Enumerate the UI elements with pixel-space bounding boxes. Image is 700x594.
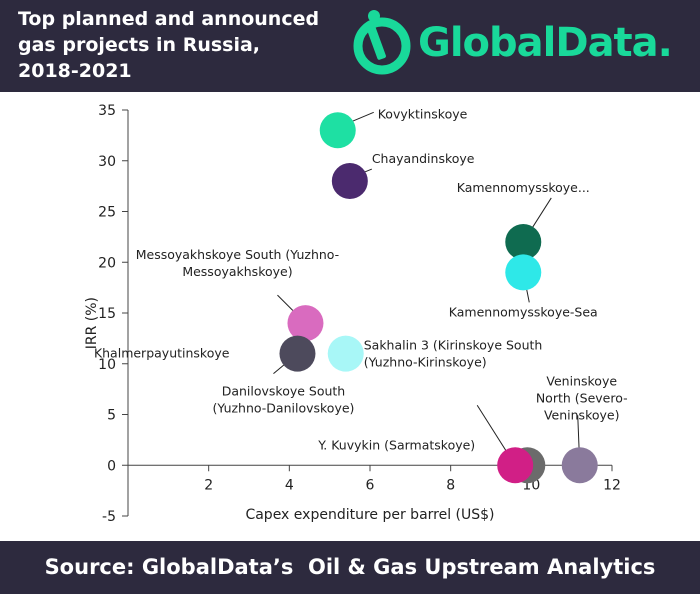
y-tick-label: 15 — [98, 306, 116, 322]
source-note: Source: GlobalData’s Oil & Gas Upstream … — [44, 555, 656, 579]
data-point-1 — [331, 163, 368, 200]
data-point-4 — [287, 305, 324, 342]
x-axis-label: Capex expenditure per barrel (US$) — [245, 507, 494, 523]
point-label-line: Kovyktinskoye — [378, 106, 468, 121]
x-tick-label: 4 — [285, 477, 294, 493]
data-point-8 — [497, 447, 534, 484]
title-line-2: gas projects in Russia, — [18, 34, 261, 56]
point-labels: Kovyktinskoye Chayandinskoye Kamennomyssko… — [94, 106, 628, 452]
point-label-line: Khalmerpayutinskoye — [94, 346, 230, 361]
y-tick-label: 5 — [107, 408, 116, 424]
point-label-7: Danilovskoye South (Yuzhno-Danilovskoye) — [213, 384, 355, 416]
point-label-3: Kamennomysskoye-Sea — [449, 304, 598, 319]
data-point-0 — [319, 112, 356, 149]
point-label-line: Kamennomysskoye... — [457, 180, 590, 195]
point-label-line: Veninskoye) — [544, 407, 620, 422]
y-tick-label: 0 — [107, 458, 116, 474]
x-tick-label: 2 — [204, 477, 213, 493]
point-label-line: Messoyakhskoye South (Yuzhno- — [136, 247, 339, 262]
y-tick-label: 20 — [98, 255, 116, 271]
y-tick-label: 35 — [98, 103, 116, 119]
x-tick-label: 12 — [603, 477, 621, 493]
point-label-8: Y. Kuvykin (Sarmatskoye) — [317, 437, 475, 452]
chart-title: Top planned and announced gas projects i… — [18, 6, 338, 84]
data-point-6 — [327, 335, 364, 372]
y-tick-label: -5 — [102, 509, 116, 525]
y-tick-label: 10 — [98, 357, 116, 373]
brand-name: GlobalData. — [418, 20, 673, 66]
data-point-5 — [279, 335, 316, 372]
title-line-3: 2018-2021 — [18, 60, 132, 82]
point-label-line: Danilovskoye South — [222, 384, 346, 399]
point-label-line: Veninskoye — [546, 373, 617, 388]
point-label-5: Khalmerpayutinskoye — [94, 346, 230, 361]
footer-banner: Source: GlobalData’s Oil & Gas Upstream … — [0, 541, 700, 594]
globaldata-logo-icon — [353, 10, 411, 75]
point-label-line: (Yuzhno-Kirinskoye) — [364, 355, 487, 370]
x-tick-label: 6 — [366, 477, 375, 493]
data-point-3 — [505, 254, 542, 291]
point-label-line: North (Severo- — [536, 390, 628, 405]
y-axis-label: IRR (%) — [84, 297, 100, 349]
title-line-1: Top planned and announced — [18, 8, 320, 30]
header-banner: Top planned and announced gas projects i… — [0, 0, 700, 92]
point-label-line: Sakhalin 3 (Kirinskoye South — [364, 338, 543, 353]
point-label-line: Y. Kuvykin (Sarmatskoye) — [317, 437, 475, 452]
point-label-9: Veninskoye North (Severo- Veninskoye) — [536, 373, 628, 422]
data-point-2 — [505, 223, 542, 260]
point-label-line: Kamennomysskoye-Sea — [449, 304, 598, 319]
point-label-line: Chayandinskoye — [372, 151, 475, 166]
x-tick-label: 8 — [446, 477, 455, 493]
y-tick-label: 25 — [98, 205, 116, 221]
point-label-2: Kamennomysskoye... — [457, 180, 590, 195]
point-label-line: Messoyakhskoye) — [182, 264, 292, 279]
point-label-line: (Yuzhno-Danilovskoye) — [213, 401, 355, 416]
point-label-4: Messoyakhskoye South (Yuzhno- Messoyakhsk… — [136, 247, 339, 279]
data-point-9 — [561, 447, 598, 484]
data-points — [279, 112, 598, 484]
y-tick-label: 30 — [98, 154, 116, 170]
point-label-6: Sakhalin 3 (Kirinskoye South (Yuzhno-Kiri… — [364, 338, 543, 370]
point-label-0: Kovyktinskoye — [378, 106, 468, 121]
point-label-1: Chayandinskoye — [372, 151, 475, 166]
